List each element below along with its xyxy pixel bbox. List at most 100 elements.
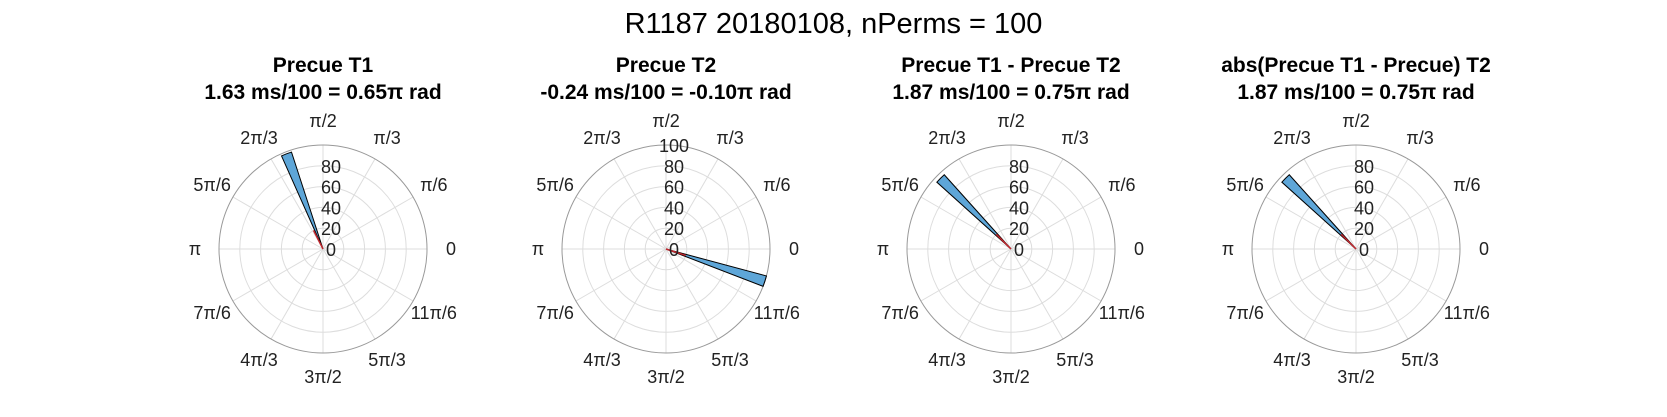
radial-tick-label: 20 bbox=[1354, 219, 1374, 239]
radial-tick-label: 20 bbox=[664, 219, 684, 239]
angular-gridline bbox=[1010, 158, 1064, 250]
theta-tick-label: 3π/2 bbox=[992, 367, 1029, 387]
angular-gridline bbox=[1355, 196, 1447, 250]
theta-tick-label: 2π/3 bbox=[240, 128, 277, 148]
theta-tick-label: π/2 bbox=[652, 111, 679, 131]
radial-tick-label: 40 bbox=[321, 198, 341, 218]
mean-angle-line bbox=[312, 230, 324, 250]
theta-tick-label: π/6 bbox=[1108, 175, 1135, 195]
theta-tick-label: 4π/3 bbox=[1273, 350, 1310, 370]
radial-tick-label: 20 bbox=[321, 219, 341, 239]
angular-gridline bbox=[232, 248, 324, 302]
histogram-bar bbox=[936, 174, 1012, 250]
theta-tick-label: π bbox=[189, 239, 201, 259]
radial-gridline bbox=[948, 186, 1074, 312]
theta-tick-label: π/3 bbox=[1406, 128, 1433, 148]
angular-gridline bbox=[322, 158, 376, 250]
radial-tick-label: 80 bbox=[321, 157, 341, 177]
angular-gridline bbox=[665, 248, 719, 340]
theta-tick-label: 2π/3 bbox=[928, 128, 965, 148]
radial-tick-label: 100 bbox=[659, 136, 689, 156]
radial-tick-label: 60 bbox=[664, 178, 684, 198]
radial-gridline bbox=[1334, 227, 1378, 271]
angular-gridline bbox=[322, 196, 414, 250]
angular-gridline bbox=[1010, 196, 1102, 250]
angular-gridline bbox=[1010, 248, 1102, 302]
histogram-bar bbox=[1281, 174, 1357, 250]
polar-outer-circle bbox=[1251, 144, 1461, 354]
panel-title-sub: 1.87 ms/100 = 0.75π rad bbox=[892, 81, 1130, 104]
polar-panel-precue-t2: Precue T2 -0.24 ms/100 = -0.10π rad 0 20 4… bbox=[496, 0, 836, 417]
theta-tick-label: 5π/3 bbox=[711, 350, 748, 370]
angular-gridline bbox=[665, 158, 719, 250]
theta-tick-label: 5π/6 bbox=[881, 175, 918, 195]
polar-outer-circle bbox=[561, 144, 771, 354]
angular-gridline bbox=[575, 196, 667, 250]
panel-title: Precue T1 1.63 ms/100 = 0.65π rad bbox=[153, 52, 493, 106]
radial-tick-label: 40 bbox=[1009, 198, 1029, 218]
angular-gridline bbox=[575, 248, 667, 302]
panel-title-main: Precue T2 bbox=[615, 54, 717, 77]
histogram-bar bbox=[665, 248, 768, 287]
radial-gridline bbox=[989, 227, 1033, 271]
radial-tick-label: 0 bbox=[1014, 240, 1024, 260]
theta-tick-label: 5π/3 bbox=[1401, 350, 1438, 370]
theta-tick-label: π/6 bbox=[763, 175, 790, 195]
panel-title: Precue T1 - Precue T2 1.87 ms/100 = 0.75… bbox=[841, 52, 1181, 106]
radial-gridline bbox=[623, 206, 709, 292]
theta-tick-label: π/3 bbox=[1061, 128, 1088, 148]
theta-tick-label: π bbox=[877, 239, 889, 259]
theta-tick-label: 7π/6 bbox=[1226, 303, 1263, 323]
radial-tick-label: 80 bbox=[1009, 157, 1029, 177]
theta-tick-label: 11π/6 bbox=[1444, 303, 1490, 323]
theta-tick-label: 5π/6 bbox=[1226, 175, 1263, 195]
polar-plot: 0204060800π/6π/3π/22π/35π/6π7π/64π/33π/2… bbox=[189, 111, 457, 387]
radial-gridline bbox=[239, 165, 407, 333]
polar-outer-circle bbox=[906, 144, 1116, 354]
polar-plot: 0204060800π/6π/3π/22π/35π/6π7π/64π/33π/2… bbox=[1222, 111, 1490, 387]
angular-gridline bbox=[920, 196, 1012, 250]
radial-gridline bbox=[968, 206, 1054, 292]
angular-gridline bbox=[1265, 196, 1357, 250]
theta-tick-label: π bbox=[1222, 239, 1234, 259]
theta-tick-label: 3π/2 bbox=[647, 367, 684, 387]
angular-gridline bbox=[665, 248, 757, 302]
theta-tick-label: 4π/3 bbox=[583, 350, 620, 370]
angular-gridline bbox=[322, 248, 376, 340]
theta-tick-label: 5π/6 bbox=[536, 175, 573, 195]
theta-tick-label: 5π/3 bbox=[368, 350, 405, 370]
theta-tick-label: π/2 bbox=[1342, 111, 1369, 131]
panel-title-main: Precue T1 - Precue T2 bbox=[901, 54, 1121, 77]
radial-gridline bbox=[301, 227, 345, 271]
theta-tick-label: 2π/3 bbox=[1273, 128, 1310, 148]
polar-plot: 0204060800π/6π/3π/22π/35π/6π7π/64π/33π/2… bbox=[877, 111, 1145, 387]
panel-title-sub: 1.63 ms/100 = 0.65π rad bbox=[204, 81, 442, 104]
angular-gridline bbox=[920, 248, 1012, 302]
theta-tick-label: π/2 bbox=[997, 111, 1024, 131]
radial-gridline bbox=[582, 165, 750, 333]
radial-gridline bbox=[1293, 186, 1419, 312]
angular-gridline bbox=[232, 196, 324, 250]
theta-tick-label: 7π/6 bbox=[536, 303, 573, 323]
angular-gridline bbox=[1355, 248, 1447, 302]
angular-gridline bbox=[1303, 248, 1357, 340]
theta-tick-label: 7π/6 bbox=[881, 303, 918, 323]
angular-gridline bbox=[270, 158, 324, 250]
theta-tick-label: π/6 bbox=[1453, 175, 1480, 195]
angular-gridline bbox=[613, 248, 667, 340]
theta-tick-label: 0 bbox=[1479, 239, 1489, 259]
theta-tick-label: 7π/6 bbox=[193, 303, 230, 323]
theta-tick-label: 0 bbox=[1134, 239, 1144, 259]
angular-gridline bbox=[665, 196, 757, 250]
theta-tick-label: π/2 bbox=[309, 111, 336, 131]
theta-tick-label: π/3 bbox=[373, 128, 400, 148]
radial-tick-label: 80 bbox=[664, 157, 684, 177]
radial-gridline bbox=[927, 165, 1095, 333]
theta-tick-label: 2π/3 bbox=[583, 128, 620, 148]
mean-angle-line bbox=[995, 233, 1012, 250]
radial-tick-label: 40 bbox=[1354, 198, 1374, 218]
radial-gridline bbox=[280, 206, 366, 292]
panel-title-main: Precue T1 bbox=[272, 54, 374, 77]
theta-tick-label: 5π/6 bbox=[193, 175, 230, 195]
theta-tick-label: π bbox=[532, 239, 544, 259]
